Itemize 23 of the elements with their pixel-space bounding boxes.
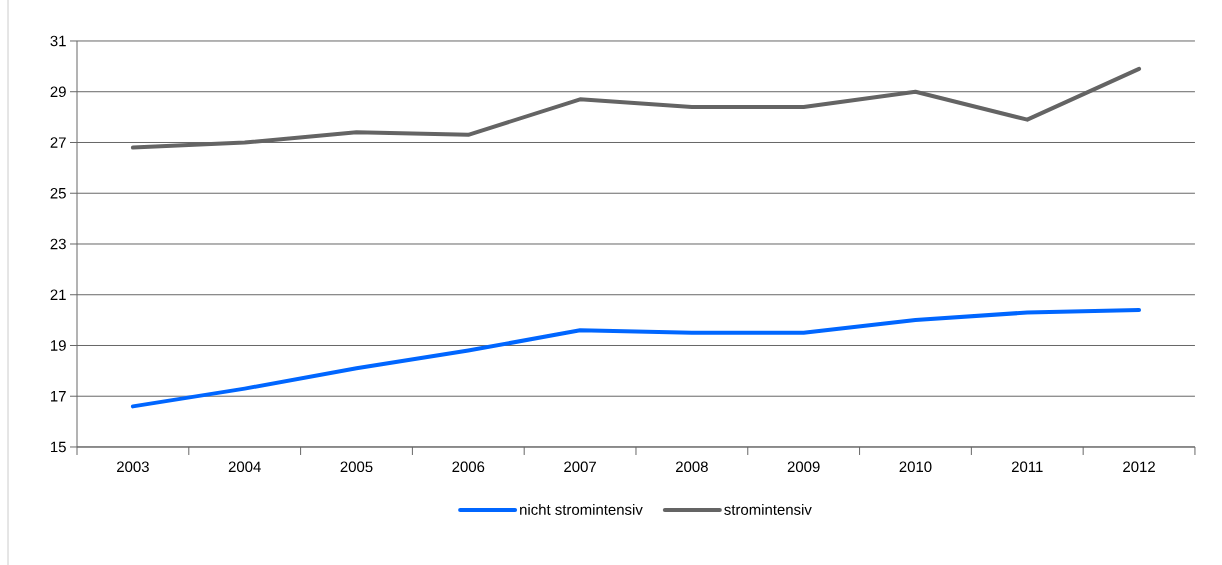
y-tick-label: 15 — [51, 441, 66, 453]
line-series — [130, 66, 1142, 150]
x-tick-label: 2007 — [564, 461, 596, 473]
line-series — [130, 307, 1142, 409]
y-tick-label: 25 — [50, 187, 66, 199]
x-tick-label: 2011 — [1011, 461, 1043, 473]
x-tick-label: 2003 — [117, 461, 149, 473]
x-tick-label: 2005 — [340, 461, 373, 473]
legend-label: stromintensiv — [724, 503, 812, 515]
x-tick-label: 2012 — [1123, 461, 1155, 473]
y-tick-label: 21 — [50, 289, 66, 300]
y-tick-label: 19 — [51, 340, 66, 351]
x-tick-label: 2004 — [228, 461, 261, 473]
y-tick-label: 27 — [50, 137, 66, 148]
x-tick-label: 2008 — [676, 461, 708, 473]
y-tick-label: 17 — [51, 391, 66, 402]
y-tick-label: 23 — [50, 238, 66, 250]
x-tick-label: 2010 — [899, 461, 932, 473]
legend-label: nicht stromintensiv — [520, 503, 643, 515]
x-tick-label: 2009 — [787, 461, 820, 473]
y-tick-label: 29 — [50, 86, 66, 98]
x-tick-label: 2006 — [452, 461, 485, 473]
y-tick-label: 31 — [50, 35, 66, 47]
